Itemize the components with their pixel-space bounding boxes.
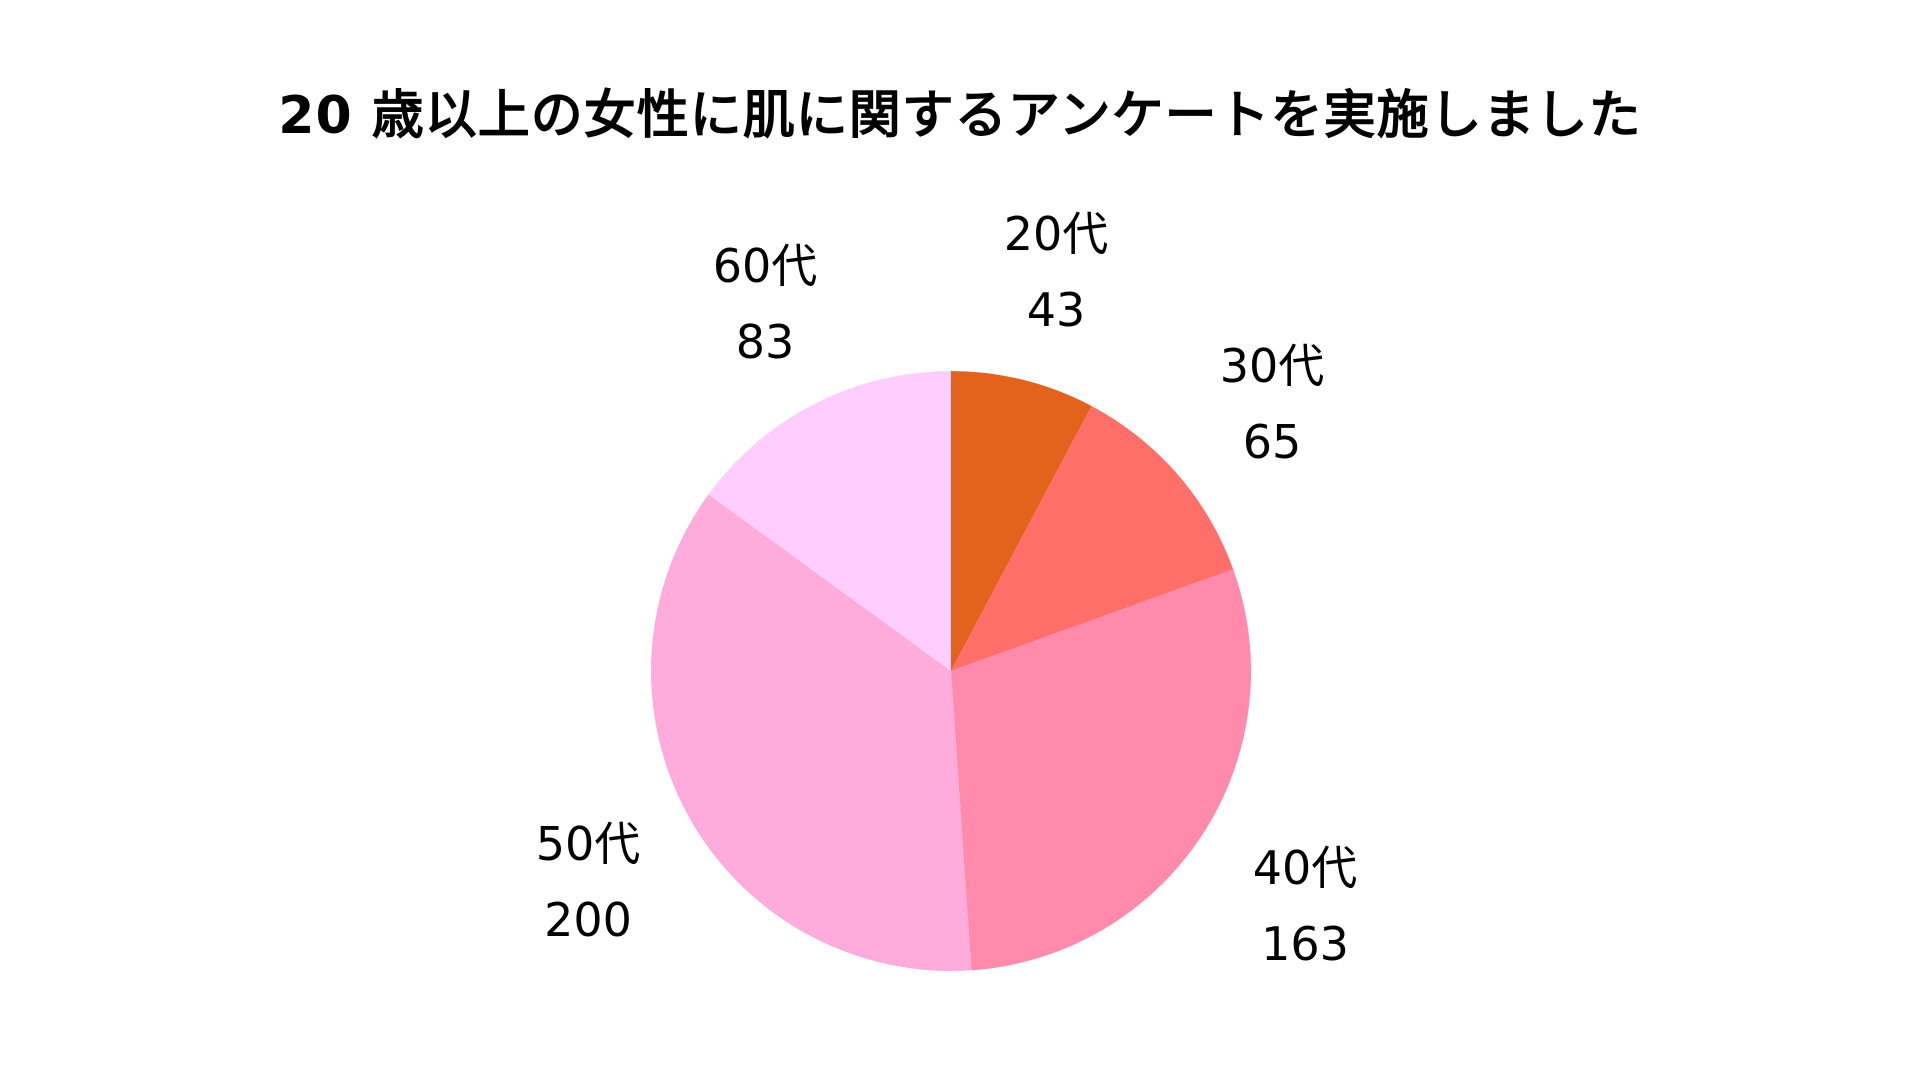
pie-slice-30代 xyxy=(951,405,1234,671)
slice-label-50s: 50代 200 xyxy=(536,806,641,958)
pie-slice-60代 xyxy=(708,371,951,671)
slice-label-name: 30代 xyxy=(1219,339,1325,393)
slice-label-value: 200 xyxy=(544,893,632,947)
pie-slice-50代 xyxy=(651,494,972,972)
pie-slice-40代 xyxy=(951,569,1252,971)
slice-label-30s: 30代 65 xyxy=(1220,328,1325,480)
chart-title: 20 歳以上の女性に肌に関するアンケートを実施しました xyxy=(278,86,1642,146)
slice-label-name: 40代 xyxy=(1252,841,1358,895)
slice-label-60s: 60代 83 xyxy=(713,228,818,380)
slice-label-value: 83 xyxy=(735,315,795,369)
slice-label-value: 163 xyxy=(1261,917,1349,971)
pie-slice-20代 xyxy=(951,371,1092,671)
slice-label-name: 60代 xyxy=(712,239,818,293)
slice-label-value: 65 xyxy=(1242,415,1302,469)
slice-label-name: 50代 xyxy=(535,817,641,871)
slice-label-20s: 20代 43 xyxy=(1004,196,1109,348)
slice-label-name: 20代 xyxy=(1003,207,1109,261)
slice-label-value: 43 xyxy=(1026,283,1086,337)
slice-label-40s: 40代 163 xyxy=(1253,830,1358,982)
